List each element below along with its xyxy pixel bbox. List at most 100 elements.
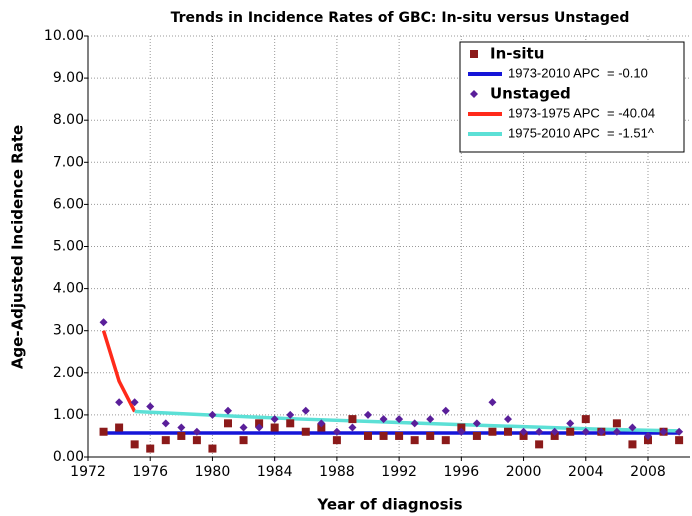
legend-label: Unstaged [490, 85, 571, 103]
point [255, 423, 264, 432]
point [470, 90, 478, 98]
point [519, 427, 528, 436]
point [581, 427, 590, 436]
point [550, 431, 559, 440]
x-tick-label: 1988 [319, 464, 355, 480]
point [504, 415, 512, 424]
x-axis-title: Year of diagnosis [316, 496, 462, 514]
y-tick-label: 8.00 [53, 112, 84, 128]
point [488, 398, 497, 407]
point [192, 436, 201, 445]
point [115, 398, 124, 407]
point [472, 419, 481, 428]
point [675, 436, 684, 445]
point [535, 440, 544, 449]
point [99, 318, 108, 327]
point [470, 50, 478, 58]
point [286, 410, 295, 419]
point [208, 444, 217, 453]
point [208, 410, 217, 419]
y-tick-label: 1.00 [53, 407, 84, 423]
point [270, 423, 279, 432]
point [317, 423, 326, 432]
point [628, 423, 637, 432]
x-tick-label: 1992 [381, 464, 417, 480]
legend-label: 1973-1975 APC = -40.04 [508, 105, 655, 120]
point [410, 436, 419, 445]
point [146, 444, 155, 453]
x-tick-label: 2004 [568, 464, 604, 480]
point [659, 427, 668, 436]
point [379, 415, 388, 424]
point [597, 427, 606, 436]
point [192, 427, 201, 436]
point [628, 440, 637, 449]
point [441, 436, 450, 445]
point [612, 419, 621, 428]
y-tick-label: 6.00 [53, 196, 84, 212]
point [644, 431, 652, 440]
point [177, 431, 186, 440]
point [301, 406, 310, 415]
point [161, 436, 170, 445]
point [332, 427, 341, 436]
point [644, 436, 652, 445]
x-tick-label: 1984 [257, 464, 293, 480]
point [348, 423, 357, 432]
x-tick-label: 1972 [70, 464, 106, 480]
x-tick-label: 2000 [506, 464, 542, 480]
point [146, 402, 155, 411]
point [519, 431, 528, 440]
point [99, 427, 108, 436]
point [675, 427, 684, 436]
point [348, 415, 357, 424]
point [426, 431, 435, 440]
point [130, 440, 139, 449]
x-tick-label: 1976 [132, 464, 168, 480]
point [224, 406, 232, 415]
y-tick-label: 7.00 [53, 154, 84, 170]
point [457, 423, 466, 432]
point [426, 415, 435, 424]
point [317, 419, 326, 428]
chart-title: Trends in Incidence Rates of GBC: In-sit… [171, 10, 630, 26]
point [581, 415, 590, 424]
y-tick-label: 9.00 [53, 70, 84, 86]
legend-label: 1973-2010 APC = -0.10 [508, 65, 648, 80]
point [612, 427, 621, 436]
y-tick-label: 10.00 [44, 28, 84, 44]
point [504, 427, 512, 436]
point [332, 436, 341, 445]
point [550, 427, 559, 436]
point [115, 423, 124, 432]
point [364, 431, 372, 440]
y-axis-title: Age-Adjusted Incidence Rate [9, 125, 27, 369]
trend-line [134, 409, 680, 433]
point [364, 410, 372, 419]
x-tick-label: 1996 [444, 464, 480, 480]
y-tick-label: 0.00 [53, 449, 84, 465]
point [161, 419, 170, 428]
point [395, 431, 404, 440]
point [535, 427, 544, 436]
point [566, 419, 575, 428]
point [457, 427, 466, 436]
y-tick-label: 5.00 [53, 239, 84, 255]
trend-line [101, 330, 137, 413]
legend-label: In-situ [490, 45, 544, 63]
y-tick-label: 3.00 [53, 323, 84, 339]
y-tick-label: 2.00 [53, 365, 84, 381]
point [441, 406, 450, 415]
point [379, 431, 388, 440]
point [270, 415, 279, 424]
point [239, 423, 248, 432]
point [488, 427, 497, 436]
point [410, 419, 419, 428]
point [472, 431, 481, 440]
legend-label: 1975-2010 APC = -1.51^ [508, 125, 655, 140]
x-tick-label: 2008 [630, 464, 666, 480]
x-tick-label: 1980 [195, 464, 231, 480]
point [130, 398, 139, 407]
